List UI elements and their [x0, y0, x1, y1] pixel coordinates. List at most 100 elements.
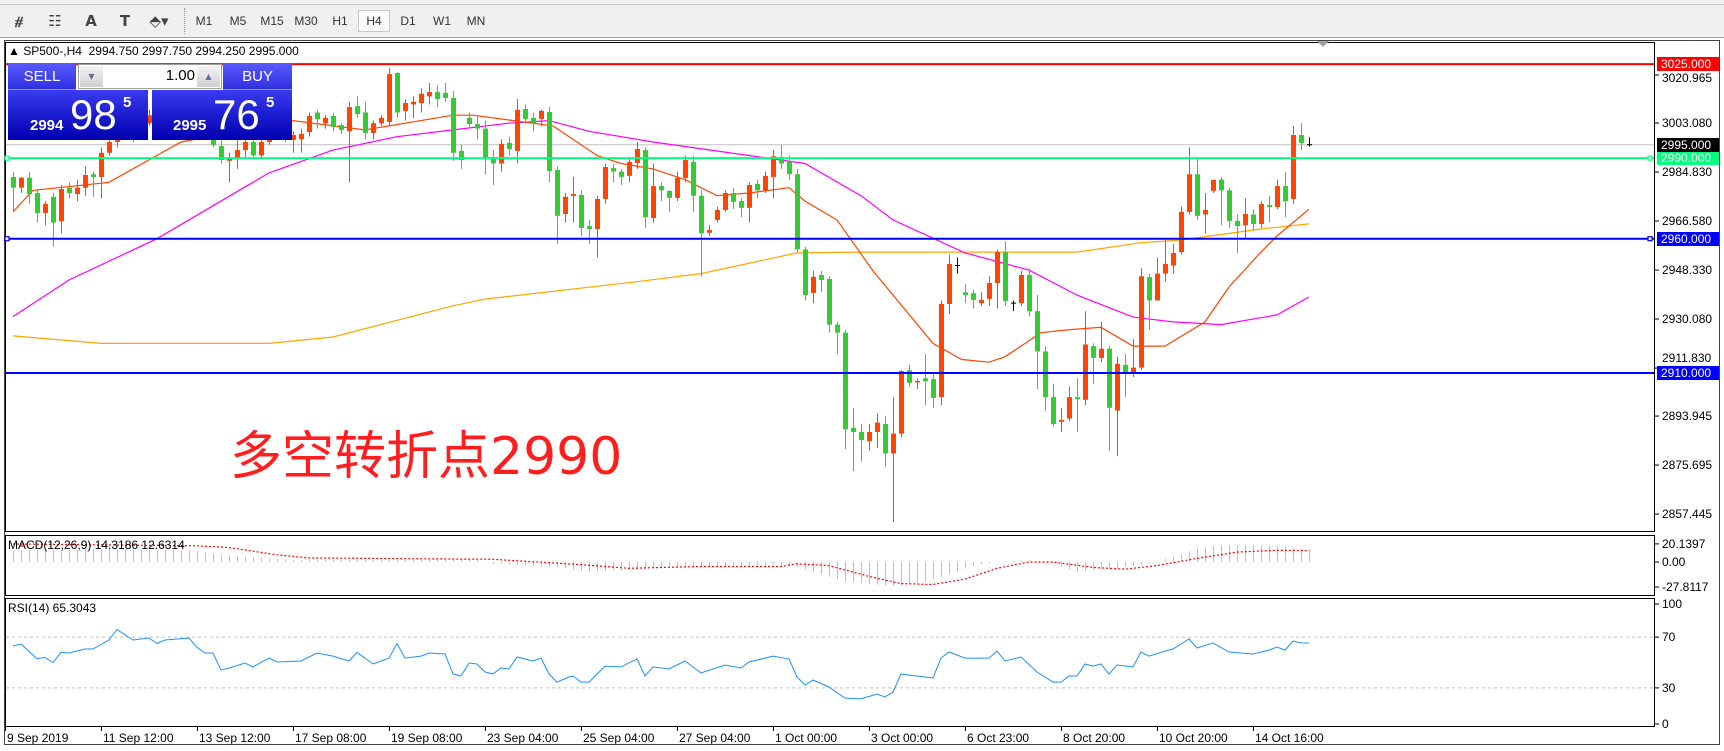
- timeframe-m15-button[interactable]: M15: [260, 14, 284, 28]
- time-axis-label: 11 Sep 12:00: [103, 731, 174, 745]
- candle-body: [443, 92, 448, 98]
- lot-decrease-icon[interactable]: ▼: [80, 66, 103, 87]
- candle-body: [475, 124, 480, 129]
- candle-body: [683, 160, 688, 179]
- candle-body: [931, 379, 936, 398]
- candle-body: [603, 167, 608, 199]
- candle-body: [963, 292, 968, 296]
- time-axis-label: 14 Oct 16:00: [1255, 731, 1324, 745]
- time-axis-label: 10 Oct 20:00: [1159, 731, 1228, 745]
- lot-size-field[interactable]: ▼ 1.00 ▲: [78, 64, 222, 89]
- rsi-panel[interactable]: [5, 598, 1655, 727]
- fibonacci-icon[interactable]: ☷: [48, 12, 62, 30]
- buy-button[interactable]: BUY: [223, 63, 292, 90]
- candle-body: [555, 169, 560, 216]
- macd-axis-label: 0.00: [1662, 555, 1686, 569]
- sell-price-pips: 98: [70, 91, 117, 138]
- timeframe-h1-button[interactable]: H1: [332, 14, 348, 28]
- candle-body: [251, 142, 256, 156]
- candle-body: [323, 117, 328, 124]
- candle-body: [507, 142, 512, 150]
- candle-body: [739, 201, 744, 208]
- candle-body: [1003, 252, 1008, 301]
- buy-price-fraction: 5: [266, 94, 275, 111]
- price-axis-label: 2893.945: [1662, 409, 1713, 424]
- slow-moving-average-line: [12, 223, 1310, 344]
- candle-body: [915, 380, 920, 383]
- main-chart-panel[interactable]: [5, 42, 1655, 532]
- candle-body: [515, 109, 520, 151]
- candle-body: [563, 196, 568, 214]
- sell-price-big: 2994: [30, 117, 64, 134]
- candle-body: [883, 423, 888, 454]
- time-axis-label: 19 Sep 08:00: [391, 731, 463, 745]
- candle-body: [363, 112, 368, 133]
- candle-body: [467, 117, 472, 125]
- candle-body: [987, 282, 992, 299]
- candle-body: [331, 115, 336, 127]
- candle-body: [747, 184, 752, 208]
- expert-lines-icon[interactable]: ⧣: [14, 12, 24, 30]
- candle-body: [667, 190, 672, 198]
- candle-body: [867, 432, 872, 442]
- candle-body: [27, 177, 32, 195]
- macd-panel[interactable]: [5, 535, 1655, 596]
- candle-body: [315, 112, 320, 120]
- candle-body: [491, 157, 496, 164]
- candle-body: [923, 378, 928, 381]
- chart-symbol: SP500-,H4: [23, 44, 82, 58]
- candle-body: [1027, 274, 1032, 312]
- candle-body: [59, 189, 64, 222]
- candle-body: [459, 150, 464, 161]
- arrows-icon[interactable]: ⬘▾: [149, 12, 169, 30]
- candle-body: [1203, 209, 1208, 215]
- price-axis-label: 2984.830: [1662, 165, 1713, 180]
- chart-title: ▲ SP500-,H4 2994.750 2997.750 2994.250 2…: [8, 44, 299, 58]
- candle-body: [1043, 351, 1048, 398]
- time-axis-tick: [965, 727, 966, 731]
- candle-body: [795, 174, 800, 250]
- timeframe-m1-button[interactable]: M1: [195, 14, 213, 28]
- candle-body: [1219, 179, 1224, 191]
- macd-signal-line: [12, 543, 1310, 586]
- candle-body: [19, 177, 24, 188]
- candle-body: [427, 92, 432, 97]
- candle-body: [803, 249, 808, 296]
- rsi-line: [12, 628, 1310, 700]
- candle-body: [1179, 211, 1184, 253]
- lot-size-value[interactable]: 1.00: [165, 67, 195, 84]
- candle-body: [571, 194, 576, 196]
- text-icon[interactable]: A: [85, 12, 97, 30]
- buy-price-button[interactable]: 2995 76 5: [152, 90, 292, 140]
- timeframe-m30-button[interactable]: M30: [294, 14, 318, 28]
- toolbar-separator: [184, 8, 187, 34]
- sell-button[interactable]: SELL: [8, 63, 76, 90]
- price-axis-label: 3003.080: [1662, 116, 1713, 131]
- candle-body: [715, 209, 720, 220]
- buy-price-big: 2995: [173, 117, 207, 134]
- sell-price-button[interactable]: 2994 98 5: [8, 90, 148, 140]
- candle-body: [539, 110, 544, 119]
- candle-body: [707, 230, 712, 233]
- collapse-arrow-icon[interactable]: ▲: [8, 44, 20, 58]
- lot-increase-icon[interactable]: ▲: [197, 66, 220, 87]
- candle-body: [1131, 367, 1136, 373]
- candle-body: [771, 156, 776, 177]
- macd-axis-label: -27.8117: [1662, 580, 1709, 595]
- time-axis-tick: [485, 727, 486, 731]
- time-axis-tick: [1061, 727, 1062, 731]
- candle-body: [979, 299, 984, 304]
- timeframe-m5-button[interactable]: M5: [229, 14, 247, 28]
- candle-body: [843, 332, 848, 430]
- candle-body: [827, 278, 832, 325]
- timeframe-d1-button[interactable]: D1: [400, 14, 416, 28]
- timeframe-w1-button[interactable]: W1: [433, 14, 451, 28]
- candle-body: [787, 161, 792, 175]
- price-axis-label: 2875.695: [1662, 458, 1713, 473]
- candle-body: [643, 150, 648, 218]
- timeframe-mn-button[interactable]: MN: [466, 14, 486, 28]
- candle-body: [947, 263, 952, 304]
- text-label-icon[interactable]: T: [119, 12, 131, 30]
- timeframe-h4-button[interactable]: H4: [358, 10, 390, 32]
- candle-body: [1187, 174, 1192, 212]
